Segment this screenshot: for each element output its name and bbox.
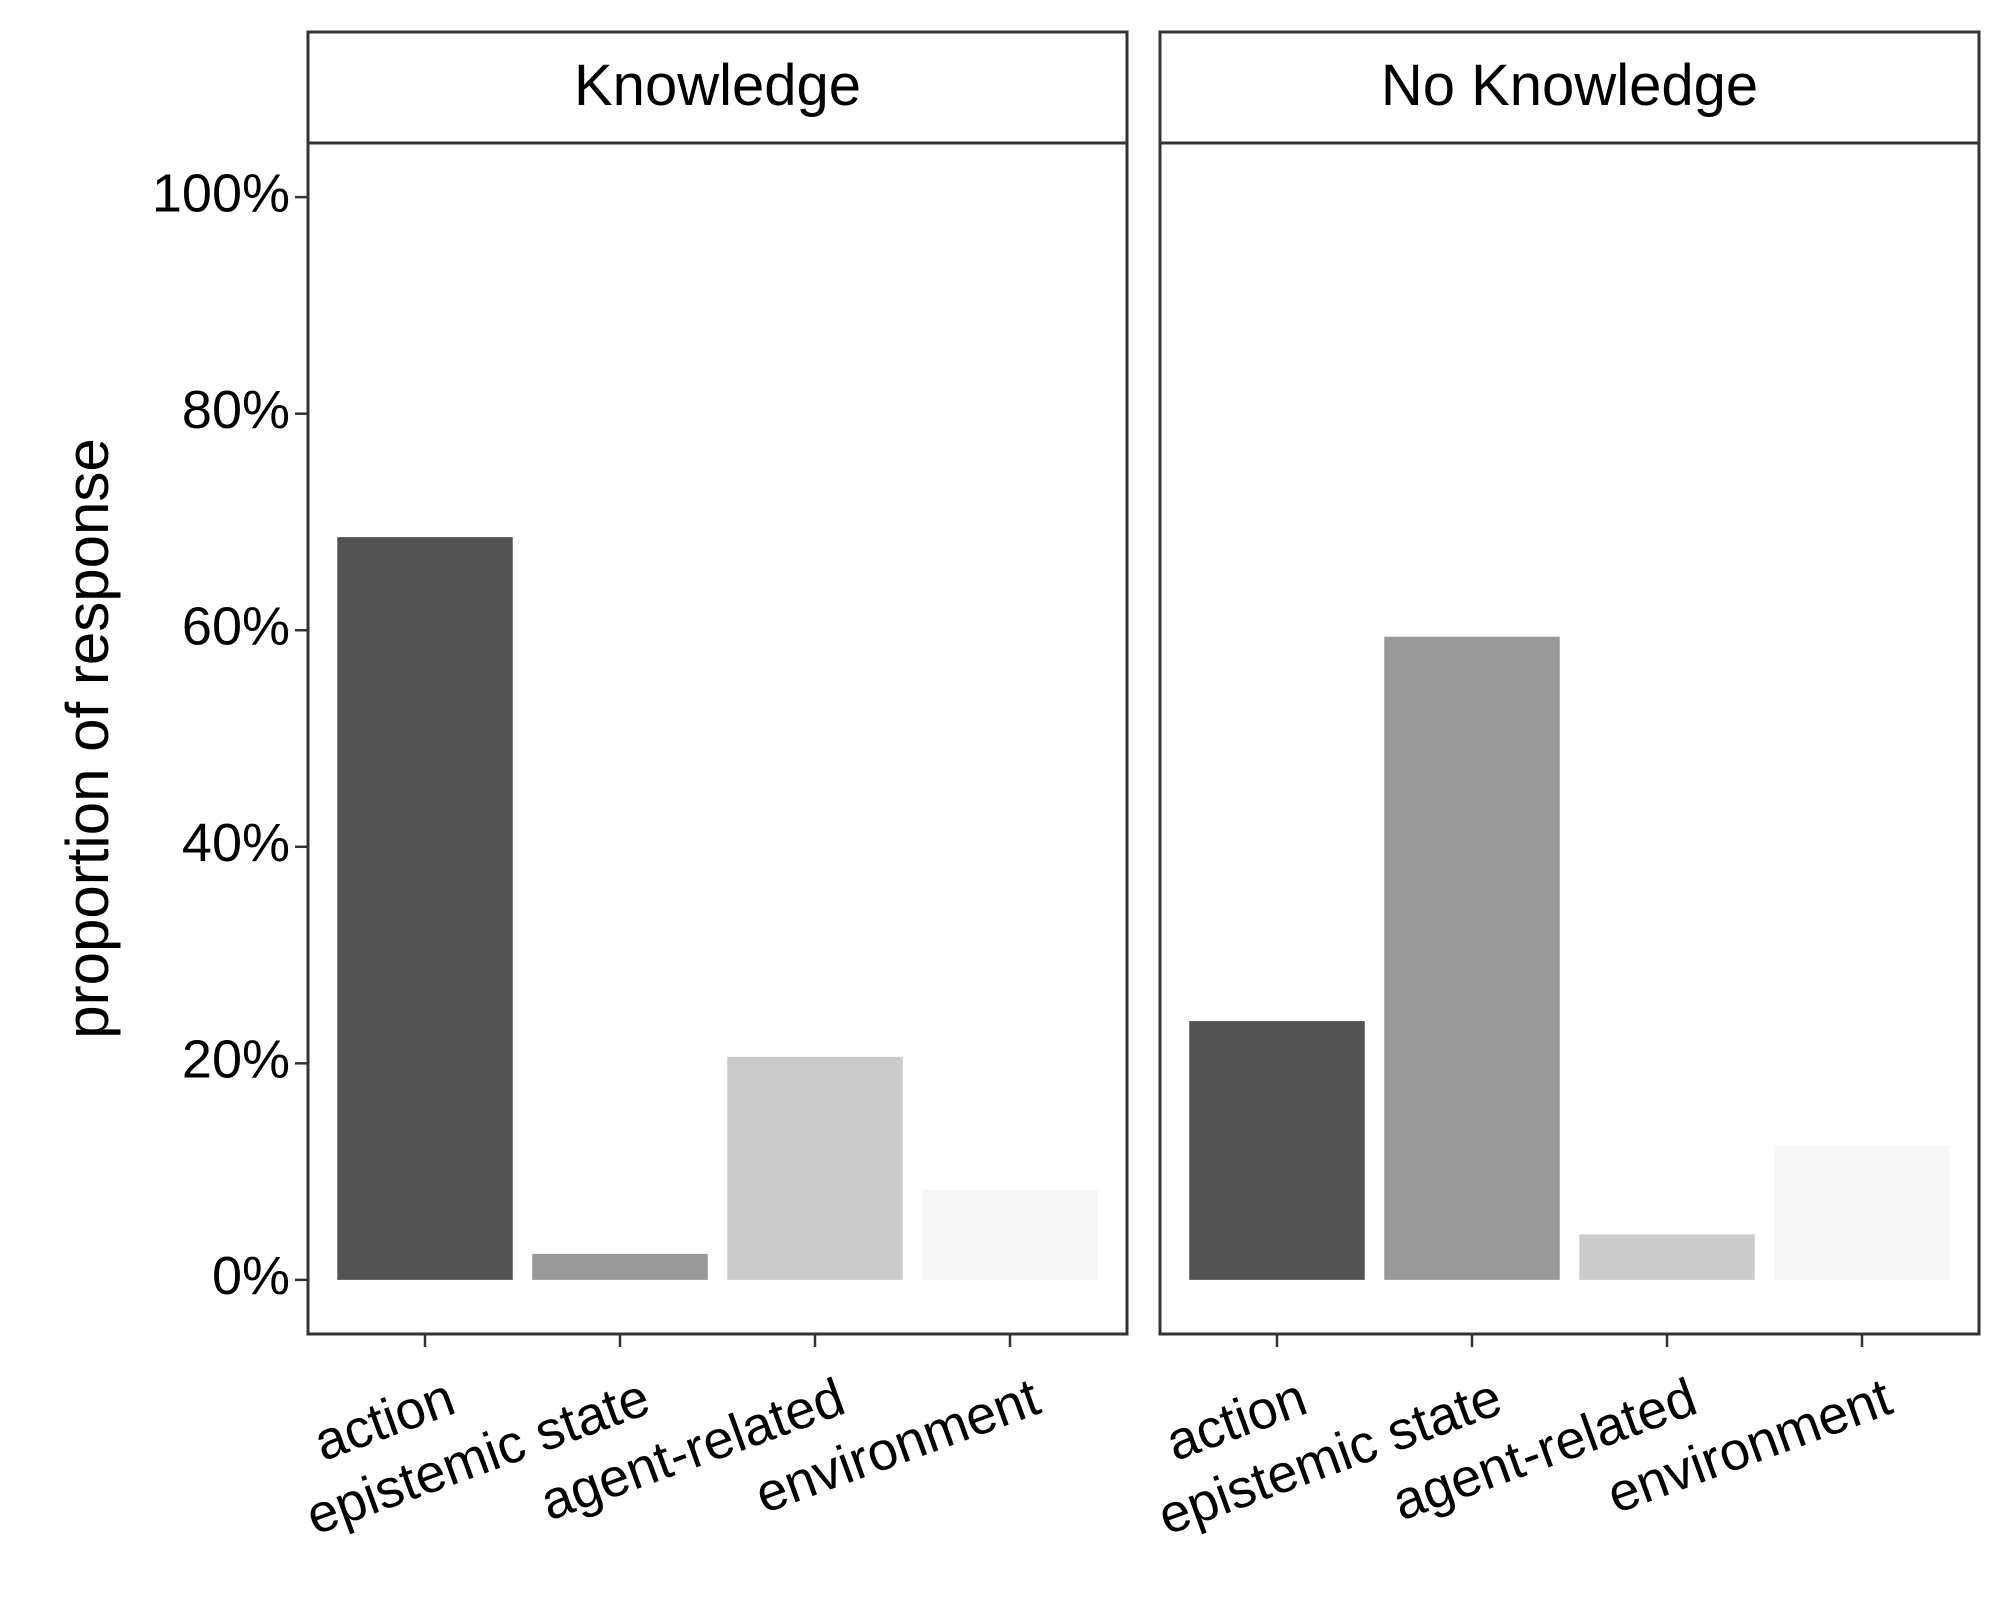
bar bbox=[1189, 1021, 1365, 1280]
bar bbox=[337, 537, 513, 1280]
panel-border bbox=[306, 141, 1129, 1336]
bar bbox=[1579, 1234, 1755, 1280]
y-tick-label: 0% bbox=[212, 1246, 290, 1306]
y-axis-label: proportion of response bbox=[54, 438, 121, 1038]
y-tick-label: 100% bbox=[152, 163, 290, 223]
y-tick-label: 40% bbox=[182, 813, 290, 873]
panel-border bbox=[1158, 141, 1981, 1336]
bar bbox=[727, 1056, 903, 1280]
bar bbox=[532, 1253, 708, 1280]
y-tick-label: 80% bbox=[182, 380, 290, 440]
bar bbox=[1384, 636, 1560, 1280]
y-tick-label: 20% bbox=[182, 1030, 290, 1090]
bar bbox=[1774, 1145, 1950, 1280]
facet-title: Knowledge bbox=[574, 53, 861, 118]
bar bbox=[922, 1189, 1098, 1280]
facet-title: No Knowledge bbox=[1381, 53, 1758, 118]
facet-strip bbox=[1158, 30, 1981, 145]
y-tick-label: 60% bbox=[182, 596, 290, 656]
